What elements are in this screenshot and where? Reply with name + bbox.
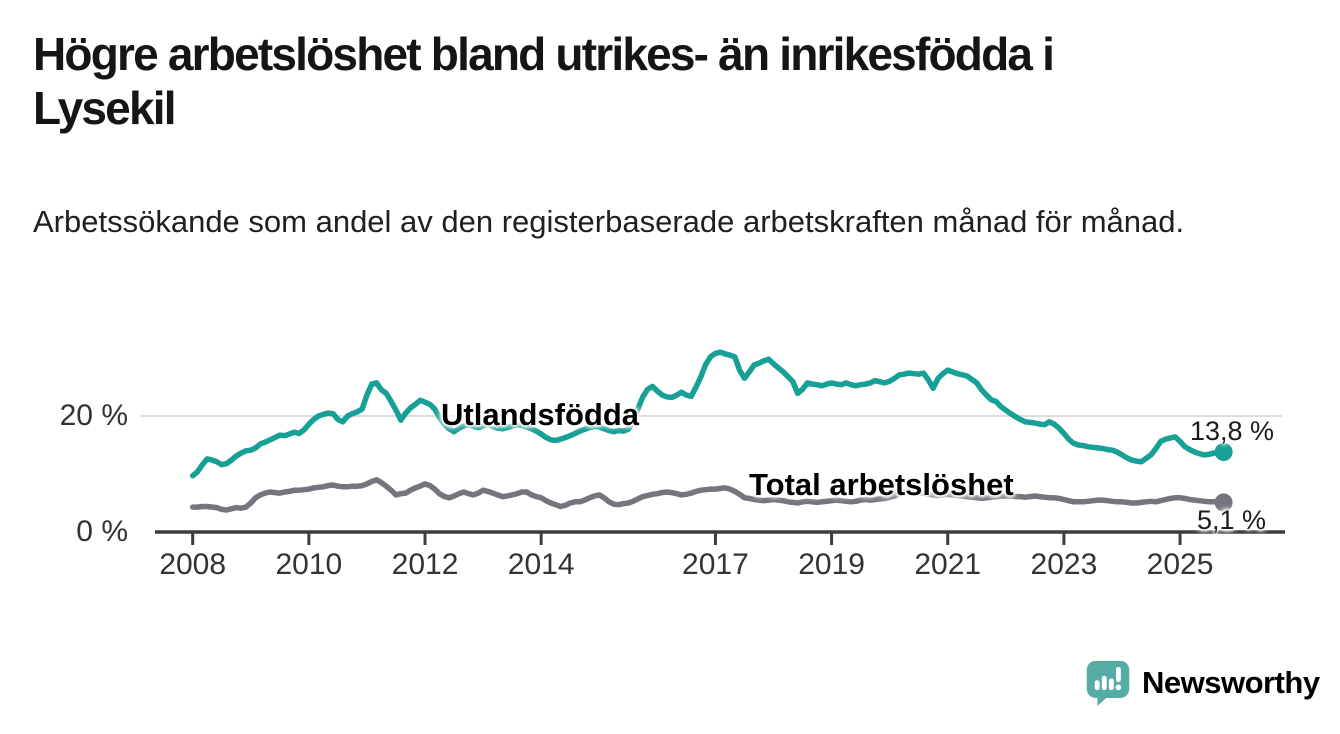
series-label-utlandsfodda: Utlandsfödda (441, 397, 640, 432)
newsworthy-wordmark: Newsworthy (1142, 664, 1320, 700)
x-tick-label-2014: 2014 (507, 548, 575, 581)
newsworthy-logo-icon (1086, 660, 1130, 706)
y-tick-label-20: 20 % (59, 399, 128, 432)
end-value-total-arbetsloshet: 5,1 % (1197, 505, 1267, 535)
x-tick-label-2019: 2019 (798, 548, 865, 581)
exclamation-stem (1115, 667, 1121, 683)
x-tick-label-2023: 2023 (1030, 548, 1098, 581)
series-label-total-arbetsloshet: Total arbetslöshet (749, 467, 1014, 502)
end-dot-utlandsfodda (1214, 443, 1233, 461)
exclamation-dot (1115, 684, 1122, 691)
x-tick-label-2012: 2012 (391, 548, 459, 581)
end-dot-total (1214, 493, 1233, 512)
y-tick-label-0: 0 % (76, 515, 128, 548)
bar-1 (1094, 680, 1100, 691)
x-tick-label-2008: 2008 (159, 548, 227, 581)
page-title: Högre arbetslöshet bland utrikes- än inr… (33, 28, 1055, 134)
series-line-total (189, 477, 1227, 513)
end-value-utlandsfodda: 13,8 % (1190, 416, 1275, 446)
x-tick-label-2017: 2017 (682, 548, 749, 581)
x-tick-label-2021: 2021 (914, 548, 982, 581)
bar-2 (1101, 675, 1107, 691)
newsworthy-logo: Newsworthy (1085, 659, 1320, 706)
bar-3 (1108, 678, 1114, 691)
x-tick-label-2025: 2025 (1146, 548, 1214, 581)
speech-bubble-shape (1086, 660, 1130, 706)
series-line-utlandsfodda (189, 349, 1227, 479)
chart-subtitle: Arbetssökande som andel av den registerb… (33, 204, 1185, 239)
x-tick-label-2010: 2010 (275, 548, 343, 581)
